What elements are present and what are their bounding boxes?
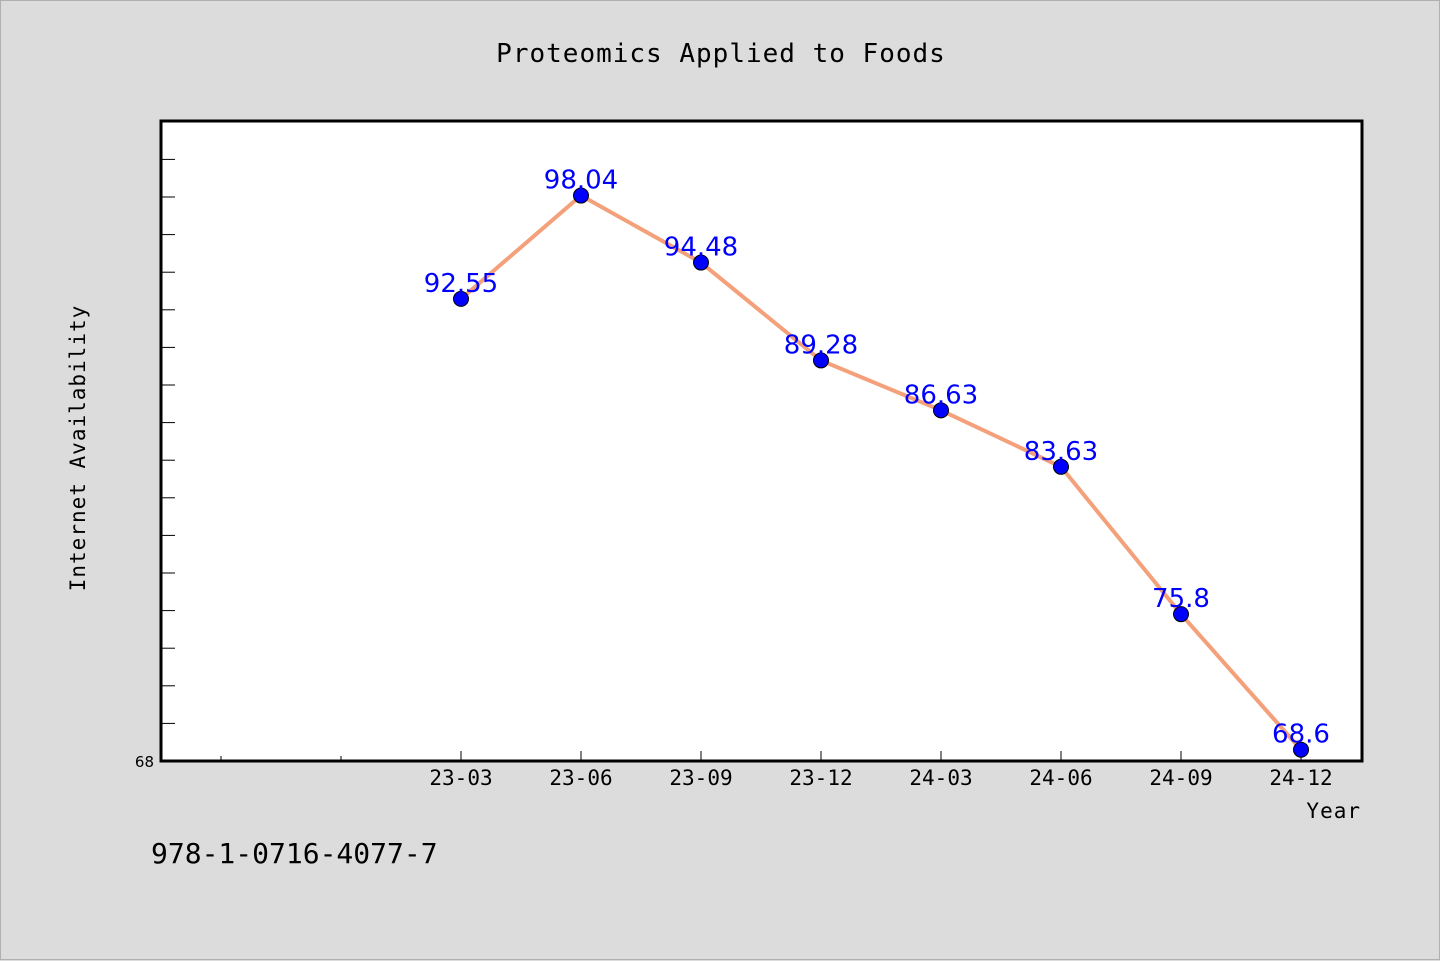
data-point <box>573 187 589 204</box>
x-tick-label: 23-12 <box>789 766 852 790</box>
x-tick-label: 23-09 <box>669 766 732 790</box>
x-tick-label: 23-03 <box>429 766 492 790</box>
x-tick-label: 24-12 <box>1269 766 1332 790</box>
chart-title: Proteomics Applied to Foods <box>496 39 946 69</box>
data-label: 75.8 <box>1152 584 1210 614</box>
series-line-group <box>459 193 1303 752</box>
x-tick-labels: 23-03 23-06 23-09 23-12 24-03 24-06 24-09 24-12 <box>429 766 1332 790</box>
data-point <box>1293 741 1309 758</box>
x-tick-label: 24-03 <box>909 766 972 790</box>
series-points-group <box>453 187 1309 758</box>
data-point <box>693 254 709 271</box>
data-labels-group: 92.55 98.04 94.48 89.28 86.63 83.63 75.8 68.6 <box>424 166 1330 750</box>
x-tick-label: 23-06 <box>549 766 612 790</box>
data-label: 86.63 <box>904 380 978 410</box>
series-line <box>459 193 1303 752</box>
isbn-text: 978-1-0716-4077-7 <box>151 837 438 870</box>
data-point <box>1053 458 1069 475</box>
y-axis-label: Internet Availability <box>66 305 90 592</box>
data-label: 89.28 <box>784 330 858 360</box>
x-axis-ticks <box>220 751 1302 761</box>
data-point <box>1173 606 1189 623</box>
x-tick-label: 24-06 <box>1029 766 1092 790</box>
x-axis-label: Year <box>1306 799 1361 823</box>
data-label: 98.04 <box>544 166 618 196</box>
data-point <box>813 352 829 369</box>
data-point <box>933 402 949 419</box>
data-label: 68.6 <box>1272 720 1330 750</box>
data-point <box>453 290 469 307</box>
plot-area <box>159 119 1364 763</box>
y-tick-label-min: 68 <box>135 753 154 771</box>
data-label: 94.48 <box>664 233 738 263</box>
data-label: 83.63 <box>1024 437 1098 467</box>
x-tick-label: 24-09 <box>1149 766 1212 790</box>
data-label: 92.55 <box>424 269 498 299</box>
y-axis-ticks <box>161 158 175 724</box>
